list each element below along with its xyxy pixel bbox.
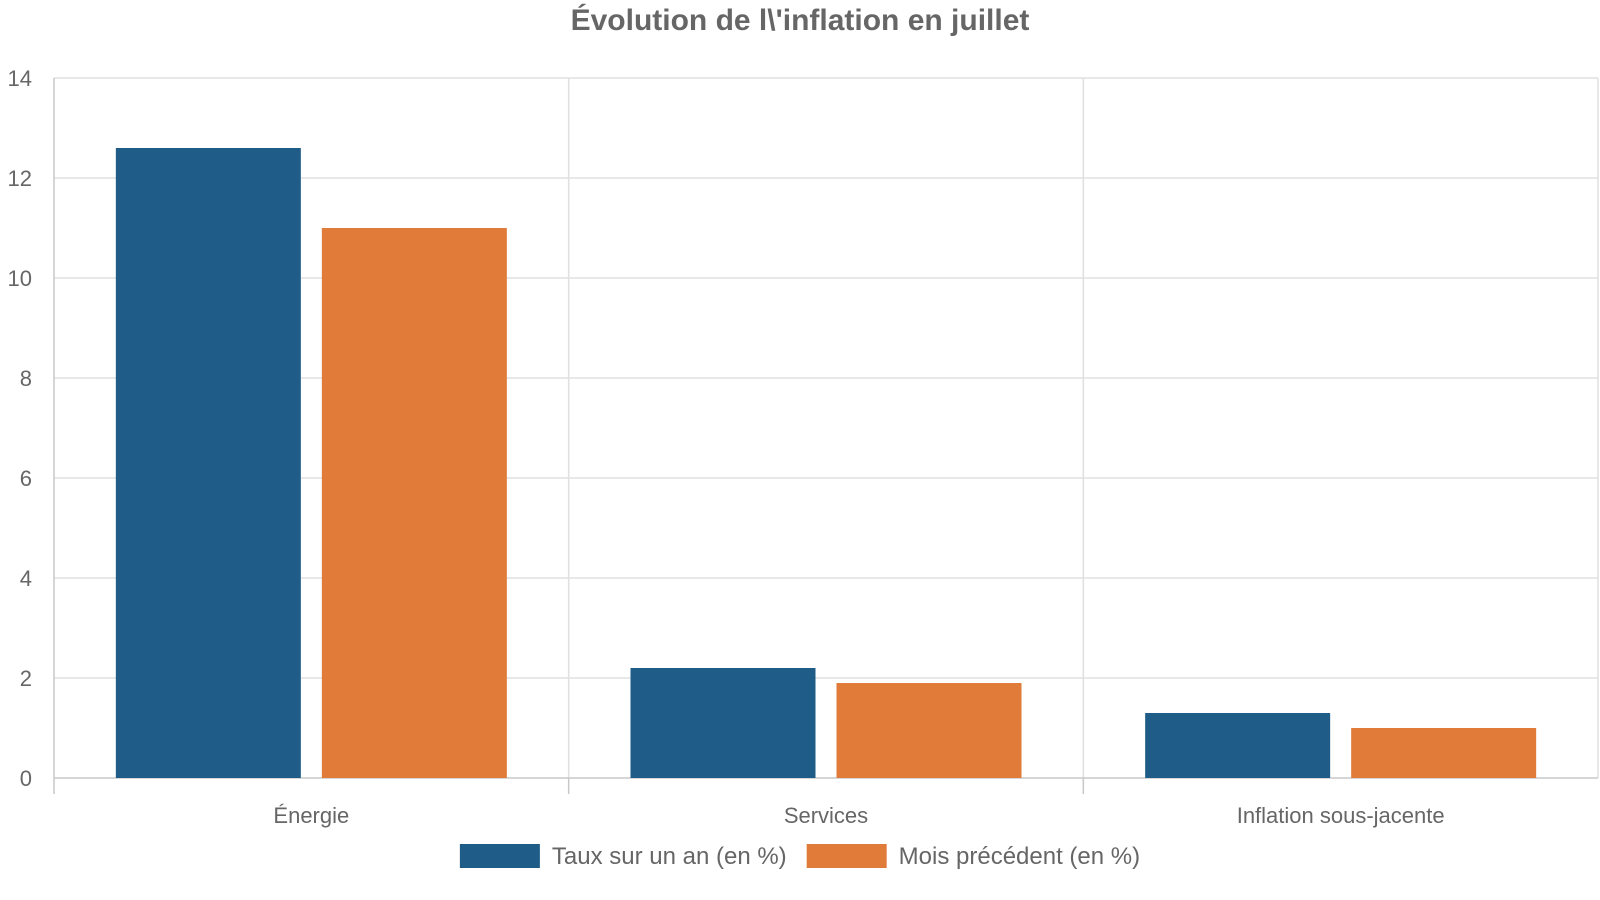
legend-swatch [806,844,887,868]
y-tick-label: 6 [20,466,32,491]
y-tick-label: 2 [20,666,32,691]
bar-mois-precedent[interactable] [321,228,507,778]
bar-taux-sur-un-an[interactable] [630,668,816,778]
grid-layer [54,77,1599,778]
legend-label: Mois précédent (en %) [899,843,1140,870]
y-tick-label: 4 [20,566,32,591]
y-tick-label: 14 [8,66,32,91]
y-tick-label: 0 [20,766,32,791]
legend-swatch [459,844,540,868]
y-tick-label: 8 [20,366,32,391]
legend: Taux sur un an (en %) Mois précédent (en … [459,843,1140,870]
legend-item[interactable]: Mois précédent (en %) [806,843,1140,870]
bar-mois-precedent[interactable] [1351,728,1537,778]
legend-item[interactable]: Taux sur un an (en %) [459,843,787,870]
y-tick-label: 10 [8,266,32,291]
y-tick-label: 12 [8,166,32,191]
x-tick-label: Énergie [273,803,349,828]
labels-layer: 0 2 4 6 8 10 12 14 Énergie Services Inflation sous… [8,66,1445,828]
legend-label: Taux sur un an (en %) [552,843,787,870]
bar-mois-precedent[interactable] [836,683,1022,778]
bars-layer [115,148,1537,778]
axis-layer [53,78,1598,794]
bar-taux-sur-un-an[interactable] [115,148,301,778]
bar-taux-sur-un-an[interactable] [1145,713,1331,778]
x-tick-label: Services [784,803,868,828]
x-tick-label: Inflation sous-jacente [1237,803,1445,828]
chart-title: Évolution de l\'inflation en juillet [571,3,1030,37]
